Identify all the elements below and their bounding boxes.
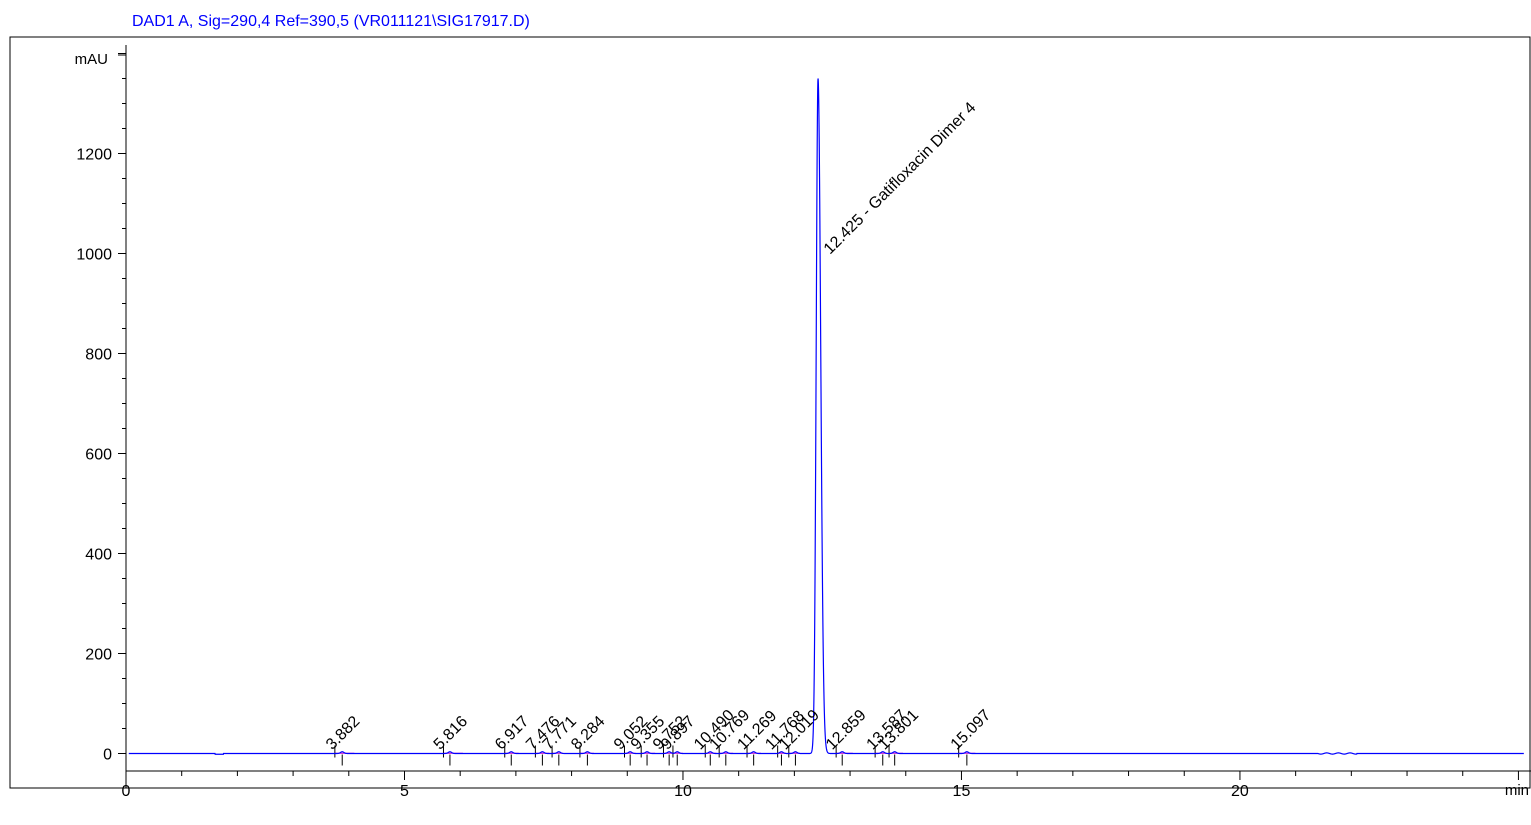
y-tick-label: 600 [85,447,112,464]
chart-title: DAD1 A, Sig=290,4 Ref=390,5 (VR011121\SI… [132,13,530,30]
x-tick-label: 20 [1231,783,1249,800]
y-axis-unit: mAU [75,51,108,68]
y-tick-label: 0 [103,747,112,764]
x-tick-label: 5 [400,783,409,800]
y-tick-label: 1000 [76,247,112,264]
y-tick-label: 800 [85,347,112,364]
y-tick-label: 200 [85,647,112,664]
y-tick-label: 400 [85,547,112,564]
x-tick-label: 15 [953,783,971,800]
x-tick-label: 10 [674,783,692,800]
plot-frame [9,36,1531,789]
axes: 0 200 400 600 800 1000 1200 0 5 10 15 20 [76,45,1531,800]
signal-trace [128,78,1524,755]
x-tick-label: 0 [122,783,131,800]
x-axis-unit: min [1505,782,1529,799]
y-tick-label: 1200 [76,147,112,164]
